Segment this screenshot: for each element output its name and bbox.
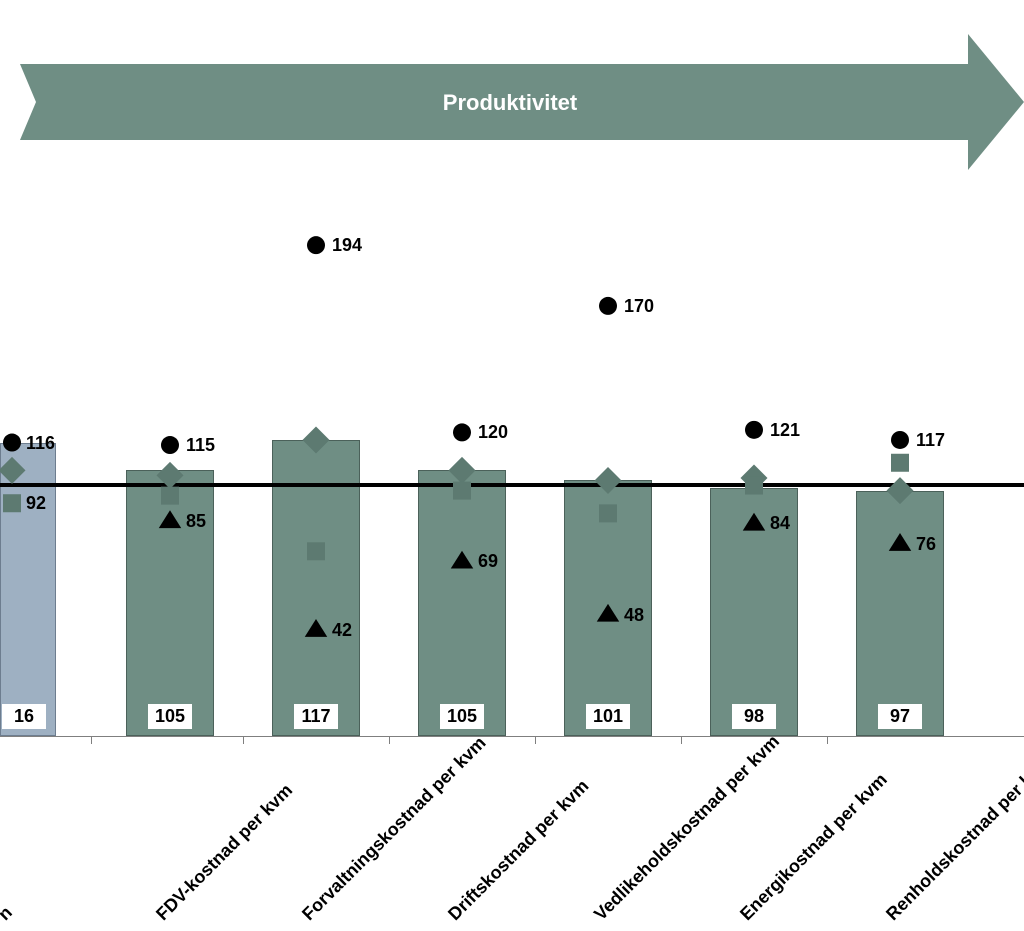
marker-value-label: 194 bbox=[332, 235, 362, 256]
marker-diamond bbox=[303, 426, 330, 453]
marker-diamond bbox=[449, 457, 476, 484]
marker-circle bbox=[307, 236, 325, 254]
marker-triangle bbox=[889, 533, 912, 551]
marker-square bbox=[307, 542, 325, 560]
marker-value-label: 120 bbox=[478, 422, 508, 443]
marker-square bbox=[745, 477, 763, 495]
marker-circle bbox=[891, 431, 909, 449]
marker-circle bbox=[453, 423, 471, 441]
marker-value-label: 69 bbox=[478, 551, 498, 572]
marker-value-label: 85 bbox=[186, 511, 206, 532]
marker-circle bbox=[3, 434, 21, 452]
marker-value-label: 170 bbox=[624, 296, 654, 317]
marker-value-label: 92 bbox=[26, 493, 46, 514]
marker-value-label: 48 bbox=[624, 605, 644, 626]
marker-value-label: 115 bbox=[186, 435, 215, 456]
marker-square bbox=[3, 494, 21, 512]
marker-triangle bbox=[451, 551, 474, 569]
marker-triangle bbox=[743, 513, 766, 531]
marker-diamond bbox=[0, 457, 26, 484]
marker-value-label: 116 bbox=[26, 433, 55, 454]
marker-circle bbox=[745, 421, 763, 439]
marker-triangle bbox=[597, 604, 620, 622]
marker-value-label: 121 bbox=[770, 420, 800, 441]
marker-value-label: 42 bbox=[332, 620, 352, 641]
marker-square bbox=[891, 454, 909, 472]
marker-triangle bbox=[305, 619, 328, 637]
marker-square bbox=[453, 482, 471, 500]
marker-circle bbox=[161, 436, 179, 454]
marker-diamond bbox=[157, 462, 184, 489]
marker-diamond bbox=[887, 477, 914, 504]
marker-value-label: 84 bbox=[770, 513, 790, 534]
marker-triangle bbox=[159, 510, 182, 528]
chart-root: Produktivitet 161051171051019897 1169211… bbox=[0, 0, 1024, 931]
marker-value-label: 117 bbox=[916, 430, 945, 451]
marker-value-label: 76 bbox=[916, 534, 936, 555]
marker-square bbox=[161, 487, 179, 505]
marker-diamond bbox=[595, 467, 622, 494]
marker-square bbox=[599, 504, 617, 522]
marker-circle bbox=[599, 297, 617, 315]
